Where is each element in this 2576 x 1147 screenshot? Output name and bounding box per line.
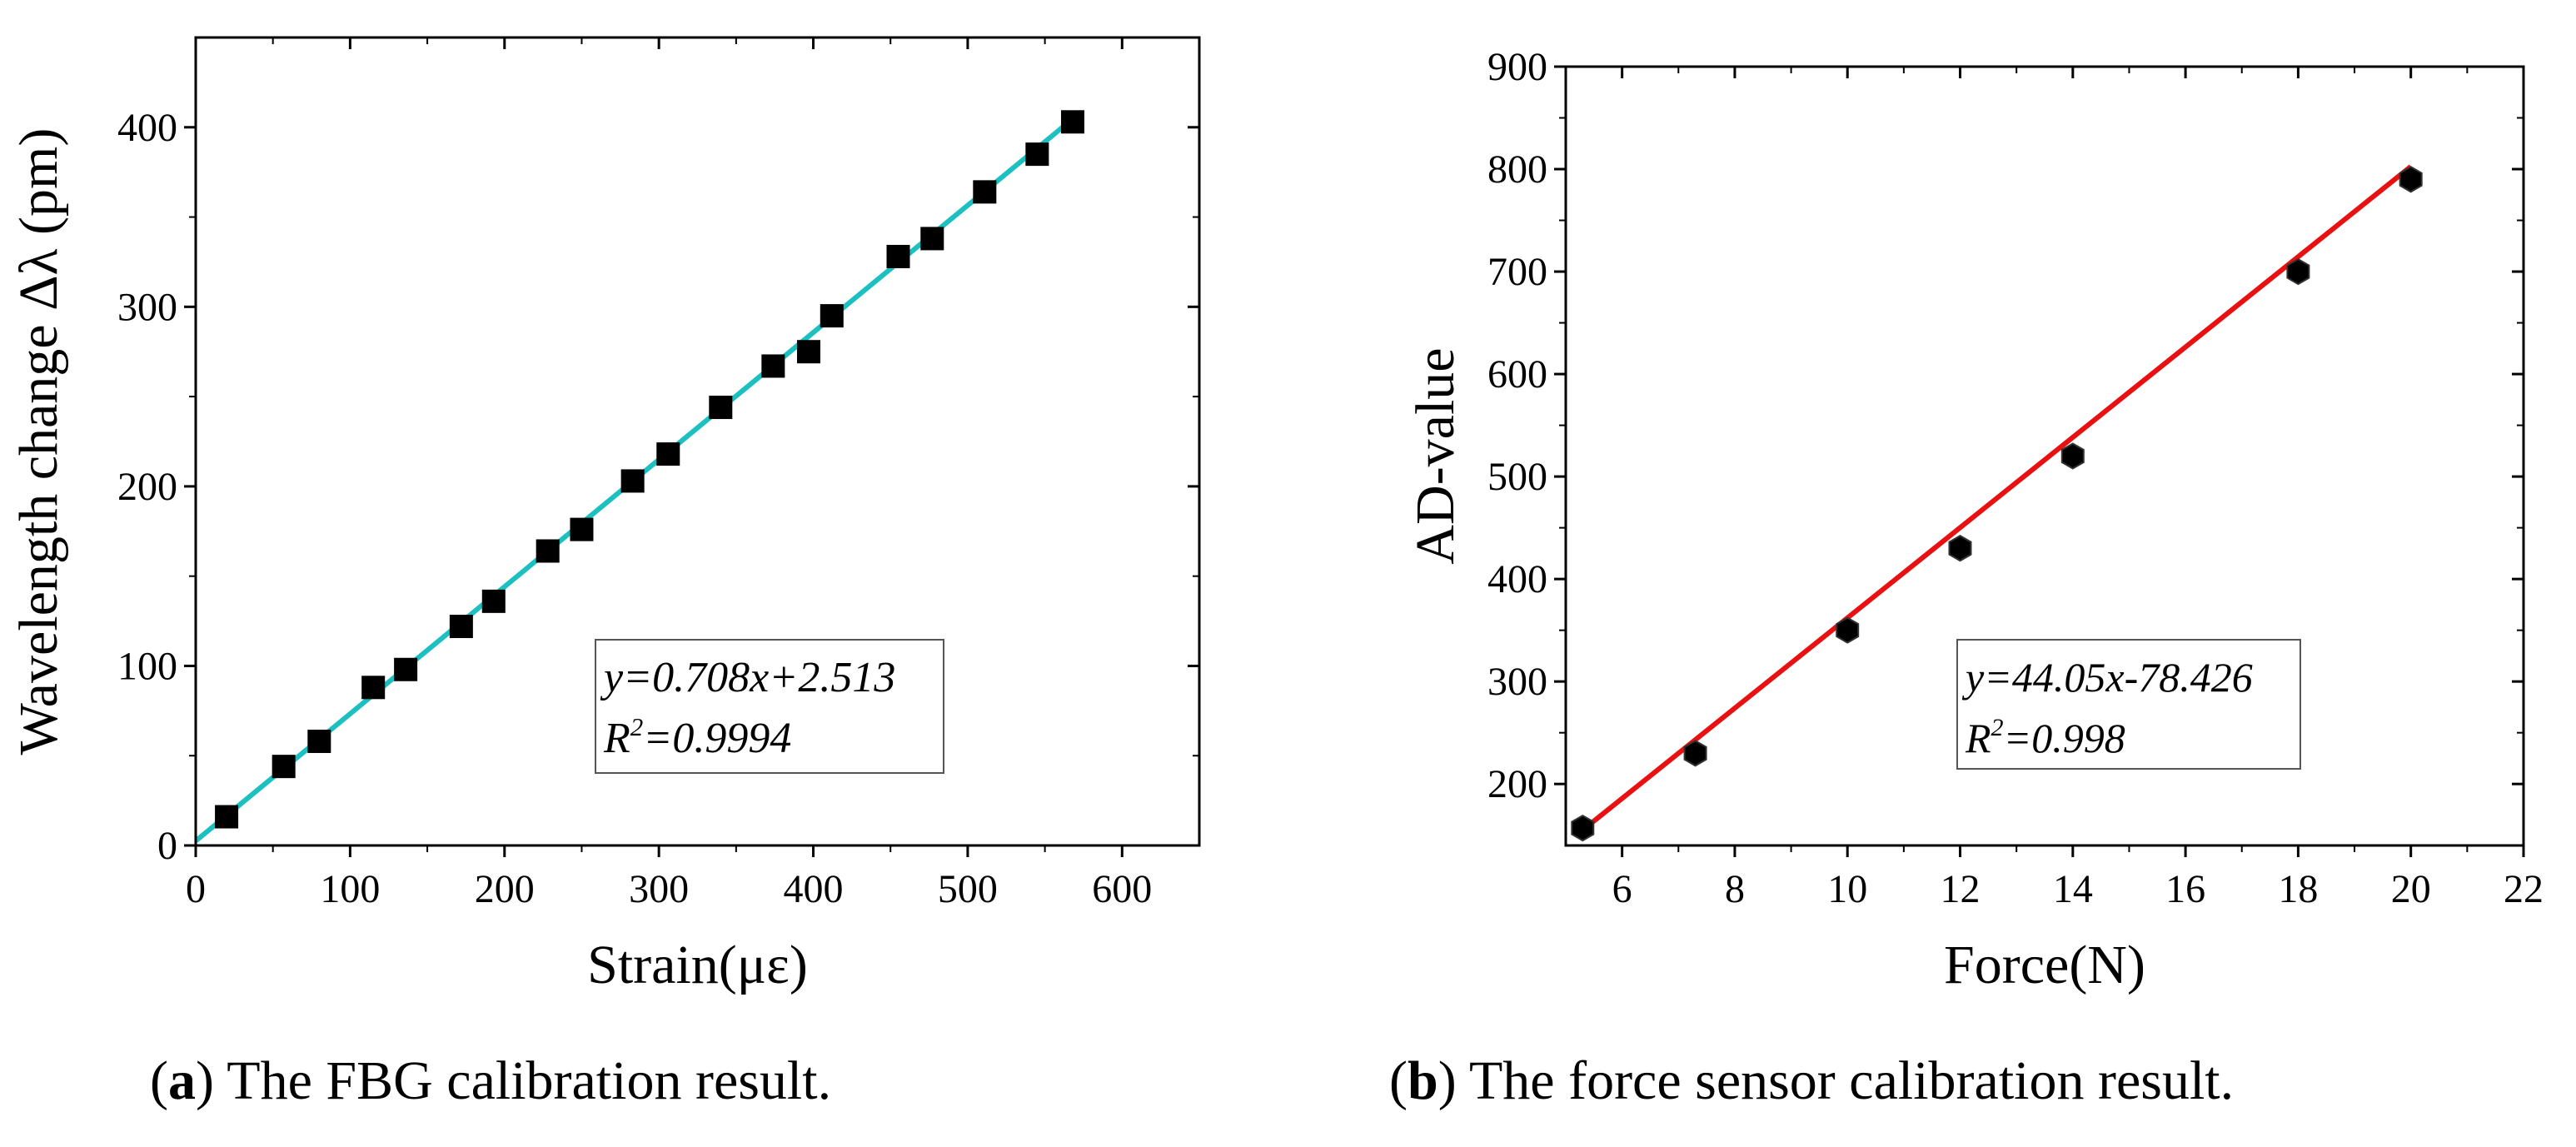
panel-b-data-point bbox=[2286, 257, 2310, 286]
panel-a-x-tick-label: 300 bbox=[629, 867, 689, 911]
panel-a-data-point bbox=[886, 244, 910, 268]
panel-b-axes-frame bbox=[1564, 65, 2525, 847]
panel-a-x-tick-label: 400 bbox=[784, 867, 844, 911]
panel-b-y-axis-label: AD-value bbox=[1405, 347, 1466, 564]
panel-a-data-point bbox=[709, 396, 733, 420]
panel-a-y-axis-label: Wavelength change Δλ (pm) bbox=[8, 128, 69, 756]
panel-a-r2-sup: 2 bbox=[630, 712, 644, 741]
panel-b-x-tick-label: 14 bbox=[2053, 867, 2093, 911]
panel-b-x-axis-label: Force(N) bbox=[1944, 935, 2145, 995]
panel-b-data-point bbox=[1948, 535, 1972, 562]
panel-a-data-point bbox=[820, 304, 844, 328]
panel-a-x-tick-label: 500 bbox=[938, 867, 998, 911]
panel-b-x-tick-label: 18 bbox=[2278, 867, 2318, 911]
panel-a-data-point bbox=[215, 805, 239, 829]
panel-a-data-point bbox=[361, 676, 386, 700]
panel-a-data-point bbox=[570, 517, 594, 541]
panel-b-y-tick-label: 200 bbox=[1487, 762, 1547, 806]
panel-a-data-point bbox=[1060, 110, 1084, 134]
panel-b-group: 6 8 10 12 14 16 18 20 22 200 300 400 500 600 700 800 900… bbox=[1405, 45, 2544, 995]
panel-b-r2-sup: 2 bbox=[1991, 714, 2004, 741]
panel-a-y-tick-label: 400 bbox=[117, 106, 177, 150]
panel-b-x-tick-label: 6 bbox=[1612, 867, 1632, 911]
panel-b-r2-value: =0.998 bbox=[2004, 715, 2125, 761]
panel-a-x-tick-label: 0 bbox=[186, 867, 206, 911]
caption-b-text: ) The force sensor calibration result. bbox=[1437, 1050, 2235, 1111]
panel-a-x-tick-label: 200 bbox=[475, 867, 535, 911]
caption-a-text: ) The FBG calibration result. bbox=[195, 1050, 832, 1111]
panel-a-data-point bbox=[449, 615, 473, 639]
panel-b-data-point bbox=[2060, 442, 2085, 470]
panel-b-y-tick-label: 400 bbox=[1487, 557, 1547, 601]
panel-a-y-tick-label: 100 bbox=[117, 644, 177, 688]
panel-a-y-tick-label: 200 bbox=[117, 465, 177, 509]
panel-b-y-tick-label: 900 bbox=[1487, 45, 1547, 89]
panel-b-data-point bbox=[1683, 740, 1707, 767]
panel-a-data-point bbox=[307, 729, 331, 753]
panel-a-r2-text: R2=0.9994 bbox=[603, 712, 791, 762]
panel-b-equation-text: y=44.05x-78.426 bbox=[1961, 654, 2253, 701]
panel-a-data-point bbox=[394, 657, 418, 681]
panel-a-x-axis-label: Strain(με) bbox=[587, 935, 808, 995]
panel-b-y-tick-label: 700 bbox=[1487, 250, 1547, 294]
panel-a-data-point bbox=[761, 354, 785, 378]
panel-a-data-point bbox=[920, 227, 944, 251]
panel-b-y-tick-label: 500 bbox=[1487, 455, 1547, 499]
panel-a-data-point bbox=[973, 180, 997, 204]
panel-b-x-tick-label: 20 bbox=[2391, 867, 2431, 911]
panel-b-x-tick-label: 10 bbox=[1827, 867, 1867, 911]
panel-a-data-point bbox=[1025, 142, 1049, 167]
panel-a-x-tick-label: 600 bbox=[1092, 867, 1152, 911]
panel-b-r2-text: R2=0.998 bbox=[1965, 714, 2125, 761]
panel-a-y-tick-label: 0 bbox=[157, 824, 177, 868]
panel-b-x-tick-label: 22 bbox=[2504, 867, 2544, 911]
caption-b: (b) The force sensor calibration result. bbox=[1389, 1050, 2235, 1111]
panel-a-r2-value: =0.9994 bbox=[643, 715, 791, 762]
panel-b-data-point bbox=[2399, 166, 2423, 193]
panel-a-y-tick-label: 300 bbox=[117, 285, 177, 329]
panel-a-data-point bbox=[656, 442, 680, 466]
caption-b-label: b bbox=[1407, 1050, 1438, 1111]
panel-b-y-tick-label: 300 bbox=[1487, 660, 1547, 704]
panel-a-equation-text: y=0.708x+2.513 bbox=[600, 654, 895, 701]
panel-b-data-point bbox=[1836, 616, 1860, 644]
panel-a-data-point bbox=[796, 340, 820, 364]
panel-a-equation-box bbox=[595, 639, 944, 774]
panel-a-data-point bbox=[620, 469, 645, 493]
panel-a-axes-frame bbox=[194, 36, 1201, 847]
caption-a-label: a bbox=[167, 1050, 196, 1111]
panel-b-y-tick-label: 600 bbox=[1487, 352, 1547, 396]
panel-b-y-tick-label: 800 bbox=[1487, 147, 1547, 192]
panel-a-group: 0 100 200 300 400 500 600 0 100 200 300 400 Strain(μ… bbox=[8, 36, 1201, 995]
panel-a-data-point bbox=[481, 589, 506, 613]
panel-b-x-tick-label: 16 bbox=[2165, 867, 2205, 911]
panel-b-x-tick-label: 8 bbox=[1725, 867, 1745, 911]
panel-b-data-point bbox=[1571, 814, 1595, 842]
panel-a-data-point bbox=[536, 539, 560, 563]
panel-b-x-tick-label: 12 bbox=[1941, 867, 1981, 911]
panel-b-r2-prefix: R bbox=[1965, 715, 1991, 761]
caption-a: (a) The FBG calibration result. bbox=[150, 1050, 832, 1111]
panel-a-x-tick-label: 100 bbox=[320, 867, 380, 911]
panel-b-fit-line bbox=[1581, 164, 2413, 832]
panel-b-equation-box bbox=[1956, 639, 2301, 770]
panel-a-r2-prefix: R bbox=[603, 715, 630, 762]
panel-a-data-point bbox=[272, 755, 296, 779]
